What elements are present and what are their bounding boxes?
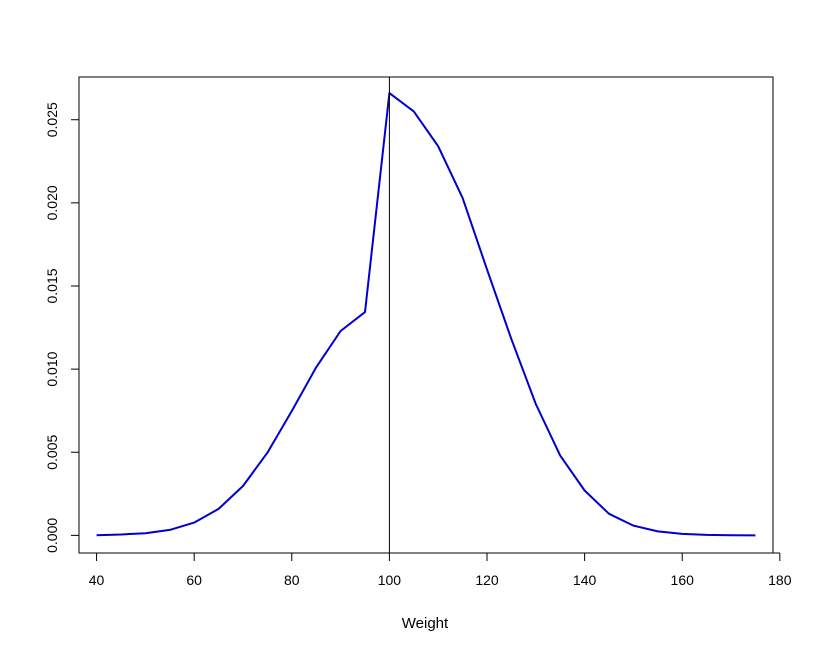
series-layer: [96, 77, 756, 553]
density-curve: [96, 92, 756, 537]
y-tick-label: 0.000: [44, 518, 60, 553]
x-tick-label: 120: [475, 572, 499, 588]
x-tick-label: 180: [768, 572, 792, 588]
plot-frame: [78, 76, 774, 554]
y-tick-label: 0.005: [44, 435, 60, 470]
y-tick-label: 0.020: [44, 185, 60, 220]
x-tick-label: 140: [573, 572, 597, 588]
x-tick-label: 80: [284, 572, 300, 588]
x-tick-label: 100: [378, 572, 402, 588]
x-tick-label: 160: [671, 572, 695, 588]
y-tick-label: 0.015: [44, 268, 60, 303]
x-axis-label: Weight: [402, 615, 449, 632]
x-tick-label: 40: [89, 572, 105, 588]
y-tick-label: 0.010: [44, 351, 60, 386]
x-tick-label: 60: [186, 572, 202, 588]
y-axis: 0.000 0.005 0.010 0.015 0.020 0.025: [44, 102, 80, 553]
x-axis: 40 60 80 100 120 140 160 180: [89, 552, 792, 588]
y-tick-label: 0.025: [44, 102, 60, 137]
